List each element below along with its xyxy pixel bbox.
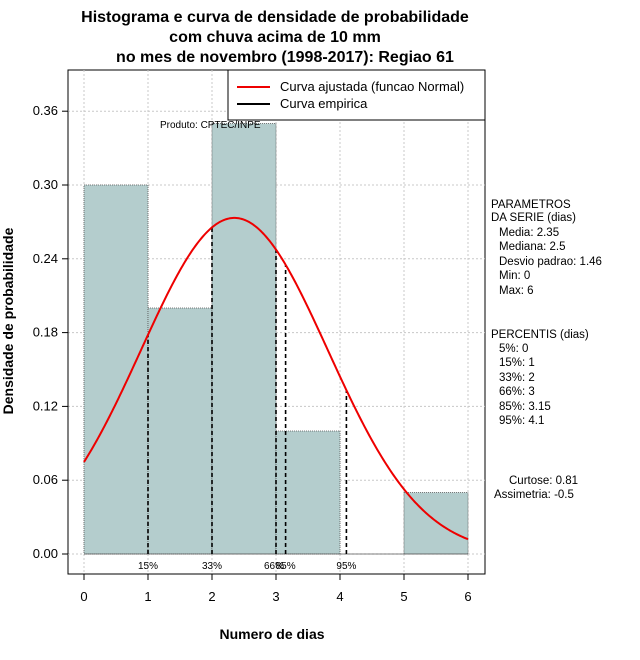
y-tick-label: 0.18 (33, 325, 58, 340)
percentile-lines (147, 227, 348, 554)
chart-title-line-2: com chuva acima de 10 mm (169, 29, 381, 46)
x-tick-label: 1 (144, 589, 151, 604)
percentil-5: 5%: 0 (499, 343, 528, 355)
x-tick-label: 5 (400, 589, 407, 604)
percentile-label: 95% (336, 561, 356, 572)
x-axis: 0 1 2 3 4 5 6 (80, 573, 472, 604)
assimetria: Assimetria: -0.5 (494, 489, 574, 501)
y-tick-label: 0.12 (33, 398, 58, 413)
y-tick-label: 0.00 (33, 546, 58, 561)
percentile-labels: 15% 33% 66%85% 95% (138, 561, 357, 572)
legend-label-empirical: Curva empirica (280, 96, 368, 111)
chart-title-line-1: Histograma e curva de densidade de proba… (81, 9, 469, 26)
percentile-label: 66% (264, 561, 284, 572)
legend: Curva ajustada (funcao Normal) Curva emp… (227, 69, 486, 121)
param-desvio: Desvio padrao: 1.46 (499, 256, 602, 268)
param-max: Max: 6 (499, 285, 534, 297)
statistics-panel: PARAMETROS DA SERIE (dias) Media: 2.35 M… (491, 199, 602, 501)
x-tick-label: 4 (336, 589, 343, 604)
x-tick-label: 2 (208, 589, 215, 604)
param-mediana: Mediana: 2.5 (499, 241, 566, 253)
legend-box (227, 69, 486, 121)
percentil-33: 33%: 2 (499, 372, 535, 384)
percentile-label: 85% (276, 561, 296, 572)
x-axis-title: Numero de dias (219, 626, 324, 642)
y-axis-title: Densidade de probabilidade (0, 227, 16, 414)
curtose: Curtose: 0.81 (509, 475, 578, 487)
y-axis: 0.00 0.06 0.12 0.18 0.24 0.30 0.36 (33, 103, 69, 561)
y-tick-label: 0.06 (33, 472, 58, 487)
y-tick-label: 0.36 (33, 103, 58, 118)
product-label: Produto: CPTEC/INPE (160, 120, 261, 131)
percentil-95: 95%: 4.1 (499, 415, 544, 427)
x-tick-label: 3 (272, 589, 279, 604)
histogram-bar (83, 184, 149, 555)
normal-fit-curve (83, 216, 469, 541)
percentil-66: 66%: 3 (499, 386, 535, 398)
params-title-2: DA SERIE (dias) (491, 212, 576, 224)
params-title-1: PARAMETROS (491, 199, 571, 211)
y-tick-label: 0.24 (33, 251, 58, 266)
percentile-label: 33% (202, 561, 222, 572)
histogram-bar (147, 307, 213, 555)
param-min: Min: 0 (499, 270, 530, 282)
x-tick-label: 6 (464, 589, 471, 604)
percentil-85: 85%: 3.15 (499, 401, 551, 413)
histogram-bars (83, 123, 469, 555)
x-tick-label: 0 (80, 589, 87, 604)
chart-title-line-3: no mes de novembro (1998-2017): Regiao 6… (116, 49, 454, 66)
percentil-15: 15%: 1 (499, 357, 535, 369)
param-media: Media: 2.35 (499, 227, 559, 239)
percentis-title: PERCENTIS (dias) (491, 329, 589, 341)
legend-label-normal: Curva ajustada (funcao Normal) (280, 79, 464, 94)
percentile-label: 15% (138, 561, 158, 572)
histogram-bar (275, 430, 341, 555)
histogram-bar (211, 123, 277, 555)
y-tick-label: 0.30 (33, 177, 58, 192)
